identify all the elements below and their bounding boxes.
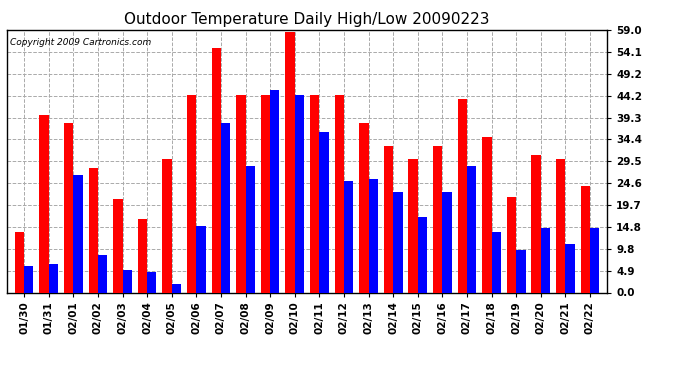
Bar [507,197,516,292]
Bar [147,273,157,292]
Bar [580,186,590,292]
Text: Copyright 2009 Cartronics.com: Copyright 2009 Cartronics.com [10,38,151,47]
Bar [261,94,270,292]
Bar [393,192,402,292]
Bar [442,192,452,292]
Bar [73,175,83,292]
Bar [24,266,34,292]
Bar [49,264,58,292]
Bar [417,217,427,292]
Bar [98,255,107,292]
Bar [491,232,501,292]
Bar [516,250,526,292]
Bar [236,94,246,292]
Bar [565,243,575,292]
Bar [457,99,467,292]
Bar [368,179,378,292]
Bar [319,132,328,292]
Bar [286,32,295,292]
Bar [295,94,304,292]
Bar [270,90,279,292]
Bar [482,137,491,292]
Bar [384,146,393,292]
Bar [197,226,206,292]
Bar [113,199,123,292]
Bar [467,166,476,292]
Bar [433,146,442,292]
Bar [14,232,24,292]
Bar [246,166,255,292]
Title: Outdoor Temperature Daily High/Low 20090223: Outdoor Temperature Daily High/Low 20090… [124,12,490,27]
Bar [344,181,353,292]
Bar [590,228,600,292]
Bar [556,159,565,292]
Bar [187,94,197,292]
Bar [172,284,181,292]
Bar [531,154,541,292]
Bar [212,48,221,292]
Bar [359,123,368,292]
Bar [335,94,344,292]
Bar [408,159,417,292]
Bar [88,168,98,292]
Bar [310,94,319,292]
Bar [123,270,132,292]
Bar [221,123,230,292]
Bar [162,159,172,292]
Bar [64,123,73,292]
Bar [541,228,550,292]
Bar [39,114,49,292]
Bar [138,219,147,292]
